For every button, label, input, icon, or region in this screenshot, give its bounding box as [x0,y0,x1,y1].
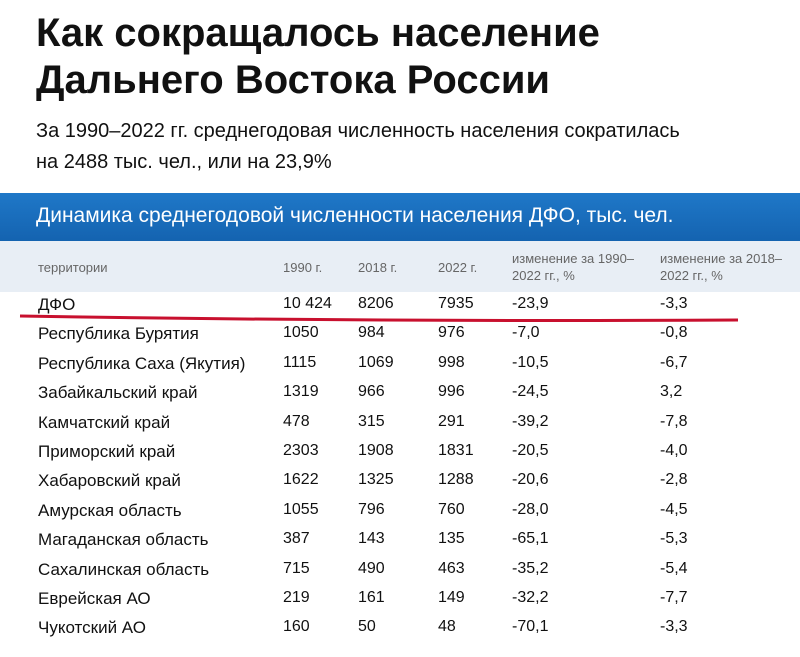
value-cell: -5,4 [660,559,688,577]
value-cell: -28,0 [512,500,549,518]
value-cell: -2,8 [660,471,688,489]
value-cell: 760 [438,500,465,518]
caption-band [0,193,800,241]
territory: Камчатский край [38,412,171,432]
column-header: изменение за 1990–2022 гг., % [512,251,635,283]
value-cell: 8206 [358,295,394,312]
value-cell: 3,2 [660,383,683,401]
value-cell: 2303 [283,442,319,459]
territory: Магаданская область [38,530,209,550]
column-header: 2022 г. [438,260,478,275]
value-cell: 463 [438,559,465,577]
subtitle: За 1990–2022 гг. среднегодовая численнос… [36,120,680,173]
value-cell: 161 [358,589,385,606]
territory: Чукотский АО [38,618,146,638]
value-cell: 1908 [358,442,394,459]
territory: Сахалинская область [38,559,210,579]
value-cell: -10,5 [512,353,549,371]
value-cell: -7,0 [512,324,540,342]
value-cell: -20,6 [512,471,549,489]
value-cell: 219 [283,589,310,606]
value-cell: 984 [358,324,385,342]
value-cell: -7,8 [660,412,688,430]
value-cell: 1055 [283,500,319,518]
value-cell: 10 424 [283,295,332,312]
value-cell: 7935 [438,295,474,312]
value-cell: 160 [283,618,310,636]
column-header: 1990 г. [283,260,323,275]
table-header [0,241,800,292]
territory: Хабаровский край [38,471,181,491]
column-header: изменение за 2018–2022 гг., % [660,251,783,283]
value-cell: -7,7 [660,589,688,606]
territory: Еврейская АО [38,589,151,608]
value-cell: 387 [283,530,310,548]
value-cell: -4,5 [660,500,688,518]
title: Как сокращалось население Дальнего Восто… [36,11,600,102]
value-cell: -6,7 [660,353,688,371]
value-cell: 996 [438,383,465,401]
value-cell: 1069 [358,353,394,371]
value-cell: -5,3 [660,530,688,548]
value-cell: -20,5 [512,442,549,459]
table-caption: Динамика среднегодовой численности насел… [36,204,674,227]
value-cell: 1050 [283,324,319,342]
value-cell: -0,8 [660,324,688,342]
value-cell: 1288 [438,471,474,489]
territory: Забайкальский край [38,383,198,403]
value-cell: -39,2 [512,412,549,430]
value-cell: 291 [438,412,465,430]
value-cell: 715 [283,559,310,577]
value-cell: 796 [358,500,385,518]
column-header: территории [38,260,108,275]
territory: ДФО [38,295,76,314]
value-cell: 1831 [438,442,474,459]
column-header: 2018 г. [358,260,398,275]
territory: Амурская область [38,500,182,520]
territory: Приморский край [38,442,176,461]
value-cell: 315 [358,412,385,430]
value-cell: 48 [438,618,456,636]
value-cell: -70,1 [512,618,549,636]
value-cell: 143 [358,530,385,548]
value-cell: -32,2 [512,589,549,606]
value-cell: 490 [358,559,385,577]
value-cell: 1325 [358,471,394,489]
value-cell: 976 [438,324,465,342]
value-cell: -24,5 [512,383,549,401]
value-cell: -23,9 [512,295,549,312]
value-cell: 135 [438,530,465,548]
value-cell: 478 [283,412,310,430]
value-cell: 998 [438,353,465,371]
red-underline [19,314,739,322]
value-cell: 966 [358,383,385,401]
value-cell: 50 [358,618,376,636]
value-cell: -65,1 [512,530,549,548]
value-cell: 1319 [283,383,319,401]
value-cell: 149 [438,589,465,606]
value-cell: -3,3 [660,295,688,312]
territory: Республика Бурятия [38,324,199,344]
territory: Республика Саха (Якутия) [38,353,246,373]
value-cell: -35,2 [512,559,549,577]
value-cell: 1622 [283,471,319,489]
value-cell: 1115 [283,353,317,371]
value-cell: -4,0 [660,442,688,459]
value-cell: -3,3 [660,618,688,636]
